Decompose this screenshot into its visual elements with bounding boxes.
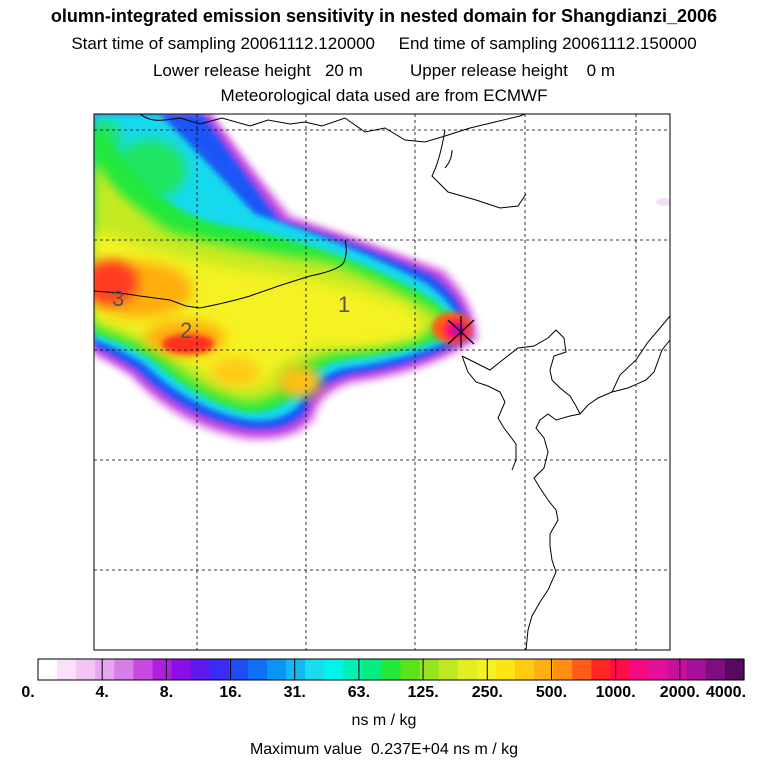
colorbar-swatch [553,659,573,680]
colorbar-frame [37,658,745,681]
colorbar-swatch [305,659,325,680]
colorbar-tick-label: 0. [21,684,35,701]
meteo-source: Meteorological data used are from ECMWF [220,86,548,105]
maximum-value: Maximum value 0.237E+04 ns m / kg [249,741,519,758]
colorbar-tick-label: 500. [535,684,568,701]
grid-lines [94,114,670,650]
colorbar-swatch [648,659,669,680]
colorbar-swatch [228,659,249,680]
colorbar-tick-label: 31. [283,684,306,701]
colorbar-swatch [495,659,516,680]
sampling-times: Start time of sampling 20061112.120000 E… [71,34,697,53]
sensitivity-field [94,114,670,443]
map-frame [93,113,671,651]
colorbar-swatch [76,659,96,680]
contour-label-2: 2 [180,318,192,343]
colorbar-swatch [324,659,344,680]
colorbar-tick-label: 16. [219,684,242,701]
colorbar-swatch [190,659,211,680]
colorbar-tick-label: 1000. [595,684,636,701]
colorbar [38,659,745,680]
release-heights: Lower release height 20 m Upper release … [152,61,616,80]
colorbar-swatch [591,659,612,680]
colorbar-swatch [266,659,287,680]
colorbar-tick-label: 2000. [659,684,700,701]
colorbar-swatch [457,659,478,680]
colorbar-swatch [133,659,154,680]
contour-label-1: 1 [338,292,350,317]
plot-title: olumn-integrated emission sensitivity in… [50,6,718,26]
coastline-borders [94,114,670,650]
colorbar-swatch [247,659,268,680]
colorbar-swatch [724,659,745,680]
colorbar-swatch [515,659,535,680]
colorbar-swatch [419,659,440,680]
colorbar-swatch [343,659,363,680]
colorbar-tick-label: 250. [471,684,503,701]
colorbar-swatch [57,659,77,680]
colorbar-swatch [400,659,421,680]
colorbar-swatch [286,659,306,680]
colorbar-swatch [38,659,58,680]
colorbar-unit: ns m / kg [351,712,417,729]
colorbar-swatch [686,659,707,680]
colorbar-swatch [114,659,134,680]
colorbar-swatch [171,659,192,680]
colorbar-swatch [381,659,402,680]
colorbar-swatch [572,659,592,680]
colorbar-tick-label: 4000. [705,684,747,701]
colorbar-swatch [667,659,688,680]
colorbar-swatch [476,659,497,680]
colorbar-swatch [209,659,230,680]
contour-label-3: 3 [112,286,124,311]
colorbar-swatch [438,659,459,680]
colorbar-swatch [95,659,115,680]
colorbar-swatch [610,659,631,680]
colorbar-tick-label: 4. [95,684,109,701]
colorbar-swatch [362,659,383,680]
colorbar-tick-label: 125. [407,684,439,701]
colorbar-tick-label: 63. [347,684,371,701]
colorbar-swatch [629,659,650,680]
colorbar-swatch [705,659,726,680]
station-cross-icon [447,316,475,348]
colorbar-swatch [534,659,554,680]
colorbar-swatch [152,659,173,680]
colorbar-tick-label: 8. [159,684,174,701]
